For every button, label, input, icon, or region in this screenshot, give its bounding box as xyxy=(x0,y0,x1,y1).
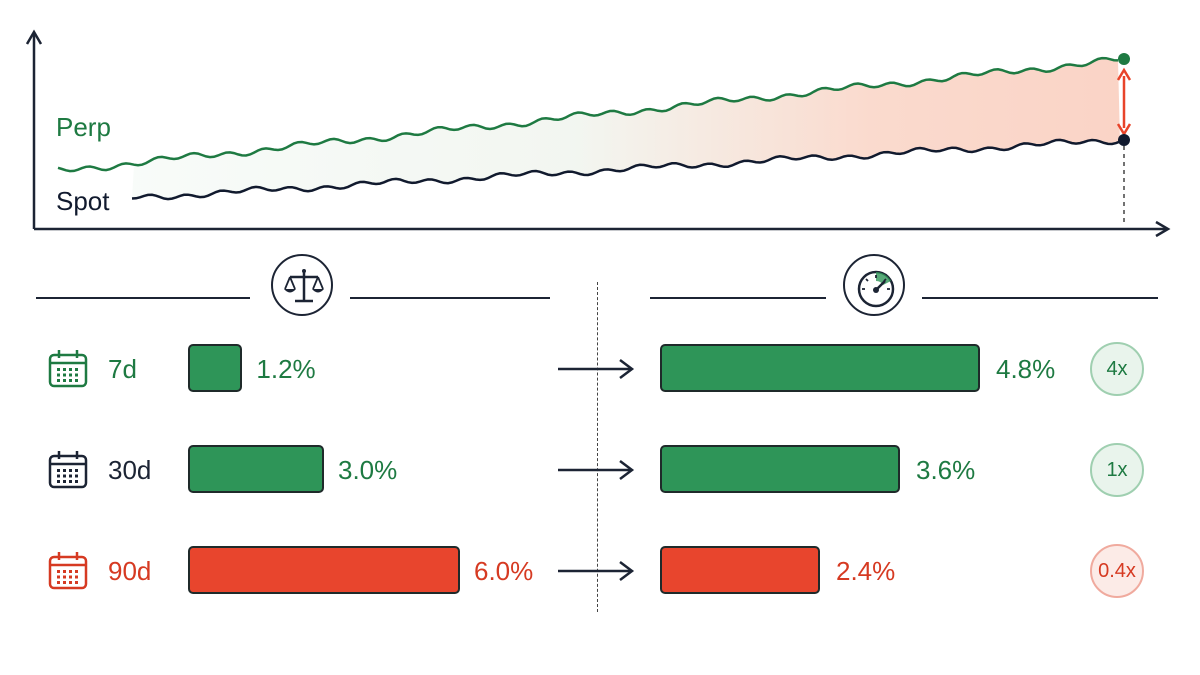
multiplier-badge: 0.4x xyxy=(1090,544,1144,598)
right-arrow-icon xyxy=(558,460,635,480)
spot-series-line xyxy=(131,138,1121,201)
right-divider-line xyxy=(650,297,826,299)
before-value: 6.0% xyxy=(474,556,534,586)
perp-end-point xyxy=(1118,53,1130,65)
multiplier-value: 0.4x xyxy=(1098,559,1136,582)
x-axis-arrow-icon xyxy=(1155,220,1171,238)
right-divider-line-2 xyxy=(922,297,1158,299)
left-divider-line-2 xyxy=(350,297,550,299)
right-arrow-icon xyxy=(558,359,635,379)
calendar-icon xyxy=(48,552,88,590)
perp-series-label: Perp xyxy=(56,112,111,142)
after-value: 3.6% xyxy=(916,455,976,485)
before-bar xyxy=(188,445,324,493)
spot-series-label: Spot xyxy=(56,186,110,216)
left-divider-line xyxy=(36,297,250,299)
spread-area xyxy=(132,58,1120,200)
period-row-7d: 7d 1.2% 4.8% 4x xyxy=(0,341,1200,397)
period-row-30d: 30d 3.0% 3.6% 1x xyxy=(0,442,1200,498)
balance-scale-icon xyxy=(271,254,333,316)
after-bar xyxy=(660,344,980,392)
period-row-90d: 90d 6.0% 2.4% 0.4x xyxy=(0,543,1200,599)
before-bar xyxy=(188,546,460,594)
calendar-icon xyxy=(48,350,88,388)
period-label: 90d xyxy=(108,556,152,586)
multiplier-badge: 4x xyxy=(1090,342,1144,396)
after-bar xyxy=(660,445,900,493)
perp-series-line xyxy=(57,56,1119,173)
after-value: 2.4% xyxy=(836,556,896,586)
after-bar xyxy=(660,546,820,594)
before-value: 1.2% xyxy=(256,354,316,384)
multiplier-value: 4x xyxy=(1106,357,1128,380)
right-arrow-icon xyxy=(558,561,635,581)
spot-end-point xyxy=(1118,134,1130,146)
calendar-icon xyxy=(48,451,88,489)
period-label: 30d xyxy=(108,455,152,485)
spread-chart xyxy=(25,29,1171,238)
after-value: 4.8% xyxy=(996,354,1056,384)
speedometer-icon xyxy=(843,254,905,316)
spread-arrowhead-top-icon xyxy=(1116,67,1132,81)
before-bar xyxy=(188,344,243,392)
y-axis-arrow-icon xyxy=(25,29,43,45)
period-label: 7d xyxy=(108,354,137,384)
multiplier-badge: 1x xyxy=(1090,443,1144,497)
before-value: 3.0% xyxy=(338,455,398,485)
multiplier-value: 1x xyxy=(1106,458,1128,481)
center-dashed-divider xyxy=(597,282,598,612)
